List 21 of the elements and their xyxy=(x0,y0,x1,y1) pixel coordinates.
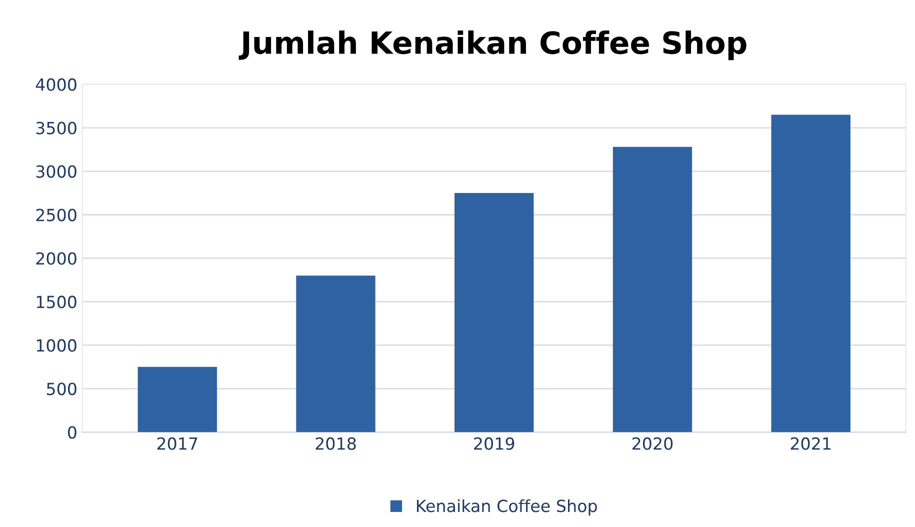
bar xyxy=(612,146,692,432)
x-tick-label: 2020 xyxy=(632,437,673,450)
bar xyxy=(454,193,534,432)
x-tick-label: 2017 xyxy=(157,437,198,450)
chart-title: Jumlah Kenaikan Coffee Shop xyxy=(238,30,746,60)
y-tick-label: 1500 xyxy=(36,296,76,308)
bar xyxy=(771,114,850,432)
y-tick-label: 4000 xyxy=(36,78,76,91)
y-tick-label: 2500 xyxy=(36,208,76,222)
x-tick-label: 2018 xyxy=(316,437,356,450)
bar xyxy=(296,276,376,432)
y-tick-label: 3500 xyxy=(36,122,76,134)
y-tick-label: 1000 xyxy=(36,339,76,352)
x-tick-label: 2019 xyxy=(474,437,514,450)
x-tick-label: 2021 xyxy=(790,437,830,450)
y-tick-label: 500 xyxy=(46,382,76,396)
bar xyxy=(138,366,217,432)
y-tick-label: 0 xyxy=(68,426,76,439)
y-tick-label: 3000 xyxy=(36,165,76,178)
y-tick-label: 2000 xyxy=(36,252,76,265)
legend-label: Kenaikan Coffee Shop xyxy=(416,499,597,516)
